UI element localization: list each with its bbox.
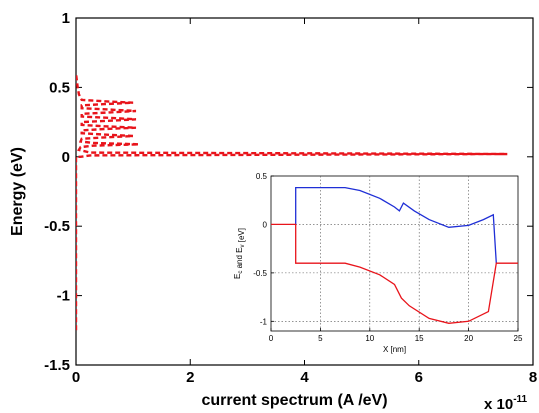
x-tick-label: 4	[300, 369, 309, 386]
inset-y-tick-label: -1	[260, 317, 268, 326]
inset-y-axis-label: Ec and Ev [eV]	[233, 228, 246, 279]
x-axis-label: current spectrum (A /eV)	[201, 392, 387, 409]
inset-y-tick-label: -0.5	[253, 269, 267, 278]
x-tick-label: 2	[186, 369, 194, 386]
x-tick-label: 0	[72, 369, 80, 386]
inset-x-tick-label: 5	[318, 334, 323, 343]
inset-x-tick-label: 0	[269, 334, 274, 343]
inset-y-tick-label: 0	[263, 220, 268, 229]
inset-y-tick-label: 0.5	[256, 172, 268, 181]
x-multiplier-label: x 10-11	[484, 394, 528, 413]
inset-x-tick-label: 10	[365, 334, 374, 343]
inset-x-tick-label: 25	[514, 334, 523, 343]
x-tick-label: 6	[415, 369, 423, 386]
y-tick-label: 0	[62, 149, 70, 166]
inset-x-tick-label: 20	[464, 334, 473, 343]
y-axis-label: Energy (eV)	[9, 147, 26, 236]
y-tick-label: -1	[57, 288, 70, 305]
inset-x-axis-label: X [nm]	[383, 345, 406, 354]
inset-line-e-v	[271, 223, 518, 324]
inset-axes-box	[270, 175, 519, 332]
y-tick-label: 1	[62, 10, 70, 27]
inset-x-tick-label: 15	[415, 334, 424, 343]
x-tick-label: 8	[529, 369, 537, 386]
inset-plot: 0 5 10 15 20 25 0.5 0 -0.5 -1 X [nm] Ec and Ev [eV]	[229, 170, 527, 360]
y-tick-label: -1.5	[44, 357, 70, 374]
inset-line-e-c	[295, 186, 497, 264]
current-spectrum-line	[76, 73, 508, 331]
y-tick-label: -0.5	[44, 218, 70, 235]
y-tick-label: 0.5	[49, 79, 70, 96]
